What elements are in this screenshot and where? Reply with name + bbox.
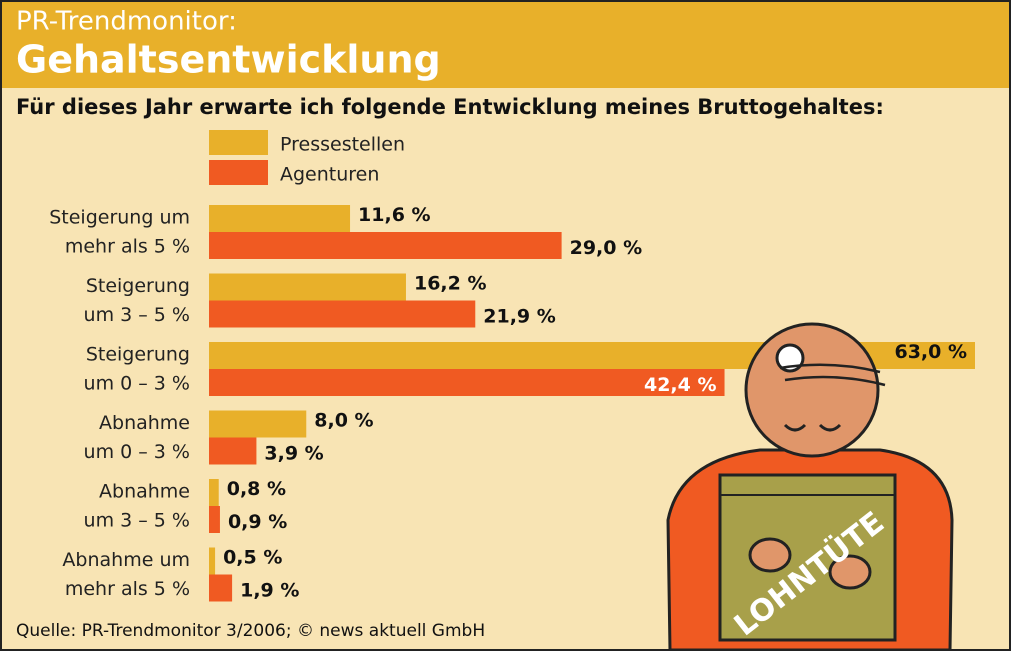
bar — [209, 410, 307, 438]
value-label: 42,4 % — [644, 374, 717, 396]
chart-subtitle: Gehaltsentwicklung — [16, 38, 441, 82]
value-label: 8,0 % — [314, 410, 373, 432]
category-label: Steigerung um — [49, 207, 190, 229]
category-label: um 3 – 5 % — [84, 510, 190, 532]
value-label: 1,9 % — [240, 580, 299, 602]
value-label: 3,9 % — [264, 443, 323, 465]
illustration: LOHNTÜTE — [666, 322, 954, 651]
legend-swatch — [209, 160, 268, 185]
category-label: mehr als 5 % — [65, 578, 190, 600]
value-label: 21,9 % — [483, 306, 556, 328]
question: Für dieses Jahr erwarte ich folgende Ent… — [16, 95, 884, 119]
bar — [209, 479, 219, 506]
bar — [209, 205, 351, 232]
bar — [209, 369, 725, 396]
category-label: mehr als 5 % — [65, 236, 190, 258]
legend-label: Pressestellen — [280, 134, 405, 156]
category-label: Abnahme — [99, 481, 190, 503]
category-label: Abnahme um — [62, 549, 190, 571]
category-label: Abnahme — [99, 412, 190, 434]
value-label: 29,0 % — [570, 237, 643, 259]
value-label: 0,8 % — [227, 478, 286, 500]
source: Quelle: PR-Trendmonitor 3/2006; © news a… — [16, 621, 485, 641]
category-label: um 0 – 3 % — [84, 373, 190, 395]
bar — [209, 273, 406, 301]
value-label: 63,0 % — [894, 341, 967, 363]
legend-swatch — [209, 130, 268, 155]
header-band — [2, 2, 1009, 88]
category-label: um 3 – 5 % — [84, 304, 190, 326]
chart-title: PR-Trendmonitor: — [16, 7, 237, 37]
value-label: 0,9 % — [228, 511, 287, 533]
category-label: Steigerung — [86, 275, 190, 297]
bar — [209, 547, 216, 575]
value-label: 16,2 % — [414, 273, 487, 295]
bar — [209, 574, 233, 602]
category-label: um 0 – 3 % — [84, 441, 190, 463]
legend-label: Agenturen — [280, 164, 379, 186]
value-label: 11,6 % — [358, 204, 431, 226]
bar — [209, 300, 476, 328]
bar — [209, 232, 562, 259]
category-label: Steigerung — [86, 344, 190, 366]
value-label: 0,5 % — [223, 547, 282, 569]
bar — [209, 437, 257, 465]
bar — [209, 506, 220, 533]
